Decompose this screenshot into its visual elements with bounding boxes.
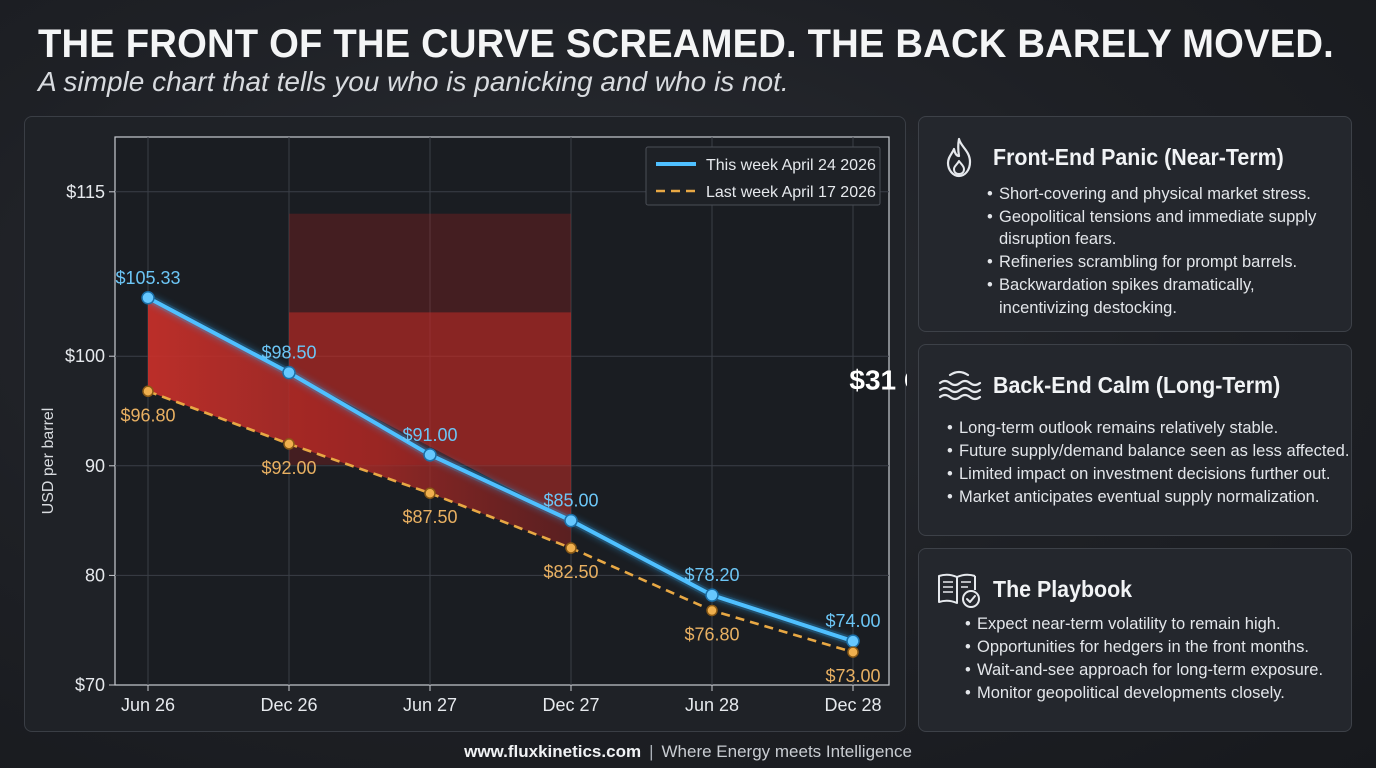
list-item: Opportunities for hedgers in the front m…: [963, 636, 1323, 659]
page-subtitle: A simple chart that tells you who is pan…: [38, 66, 789, 97]
data-label: $85.00: [543, 491, 598, 511]
data-point: [706, 604, 718, 617]
y-tick-label: 90: [85, 456, 105, 476]
y-tick-label: 80: [85, 565, 105, 585]
data-label: $74.00: [825, 611, 880, 631]
gap-band: [148, 297, 571, 548]
data-point: [142, 385, 154, 398]
card-bullets: Long-term outlook remains relatively sta…: [945, 417, 1349, 509]
page-title: THE FRONT OF THE CURVE SCREAMED. THE BAC…: [38, 22, 1334, 66]
data-point: [141, 291, 155, 305]
data-point: [705, 588, 719, 602]
footer-separator: |: [649, 742, 654, 761]
list-item: Backwardation spikes dramatically,: [985, 274, 1316, 297]
series-line-this-week: [147, 296, 854, 644]
legend-label: This week April 24 2026: [706, 157, 876, 174]
data-label: $87.50: [402, 507, 457, 527]
data-point: [565, 542, 577, 554]
card-title: Front-End Panic (Near-Term): [993, 143, 1284, 170]
x-tick-label: Jun 28: [685, 695, 739, 715]
data-label: $92.00: [261, 458, 316, 478]
chart-panel: $31 GAP $105.33 $98.50 $91.00 $85.00 $78.20 $7…: [24, 116, 907, 732]
list-item: Refineries scrambling for prompt barrels…: [985, 251, 1316, 274]
data-label: $73.00: [825, 666, 880, 686]
data-point: [564, 513, 578, 528]
gap-band-upper: [289, 312, 571, 521]
series-line-last-week: [147, 390, 854, 654]
list-item: Limited impact on investment decisions f…: [945, 463, 1349, 486]
card-title: Back-End Calm (Long-Term): [993, 371, 1281, 398]
back-end-calm-card: Back-End Calm (Long-Term) Long-term outl…: [918, 344, 1352, 536]
list-item: Wait-and-see approach for long-term expo…: [963, 659, 1323, 682]
data-label: $78.20: [684, 565, 739, 585]
list-item: Geopolitical tensions and immediate supp…: [985, 206, 1316, 229]
legend-label: Last week April 17 2026: [706, 184, 876, 201]
list-item: Short-covering and physical market stres…: [985, 183, 1316, 206]
flame-icon: [935, 137, 983, 178]
x-tick-label: Jun 26: [121, 695, 175, 715]
card-title: The Playbook: [993, 575, 1133, 602]
card-bullets: Short-covering and physical market stres…: [985, 183, 1316, 320]
data-point: [847, 646, 859, 658]
list-item: Long-term outlook remains relatively sta…: [945, 417, 1349, 440]
data-point: [283, 438, 295, 450]
data-label: $98.50: [261, 343, 316, 363]
x-tick-label: Dec 26: [260, 695, 317, 715]
x-tick-label: Dec 28: [824, 695, 881, 715]
list-item: Monitor geopolitical developments closel…: [963, 682, 1323, 705]
y-tick-label: $100: [65, 346, 105, 366]
data-label: $91.00: [402, 425, 457, 445]
list-item: Expect near-term volatility to remain hi…: [963, 613, 1323, 636]
front-end-panic-card: Front-End Panic (Near-Term) Short-coveri…: [918, 116, 1352, 332]
calm-waves-icon: [935, 365, 983, 405]
data-point: [846, 634, 860, 648]
x-tick-label: Jun 27: [403, 695, 457, 715]
x-tick-label: Dec 27: [542, 695, 599, 715]
list-item: incentivizing destocking.: [999, 299, 1177, 317]
card-bullets: Expect near-term volatility to remain hi…: [963, 613, 1323, 705]
y-tick-label: $115: [66, 182, 105, 202]
data-label: $96.80: [120, 405, 175, 425]
legend-box: [645, 146, 881, 206]
list-item: Future supply/demand balance seen as les…: [945, 440, 1349, 463]
playbook-book-icon: [935, 569, 983, 609]
footer-tagline: Where Energy meets Intelligence: [661, 742, 912, 761]
footer-website-link[interactable]: www.fluxkinetics.com: [464, 742, 642, 761]
list-item: disruption fears.: [999, 230, 1117, 248]
forward-curve-chart: $31 GAP $105.33 $98.50 $91.00 $85.00 $78.20 $7…: [40, 136, 907, 715]
data-label: $76.80: [684, 624, 739, 644]
data-label: $82.50: [543, 562, 598, 582]
gap-annotation-label: $31 GAP: [849, 365, 907, 396]
y-tick-label: $70: [75, 675, 105, 695]
data-point: [282, 365, 296, 380]
data-point: [423, 448, 437, 462]
data-label: $105.33: [115, 268, 180, 288]
data-point: [424, 487, 436, 499]
y-axis-label: USD per barrel: [40, 408, 57, 515]
playbook-card: The Playbook Expect near-term volatility…: [918, 548, 1352, 732]
list-item: Market anticipates eventual supply norma…: [945, 486, 1349, 509]
footer: www.fluxkinetics.com | Where Energy meets …: [0, 742, 1376, 762]
